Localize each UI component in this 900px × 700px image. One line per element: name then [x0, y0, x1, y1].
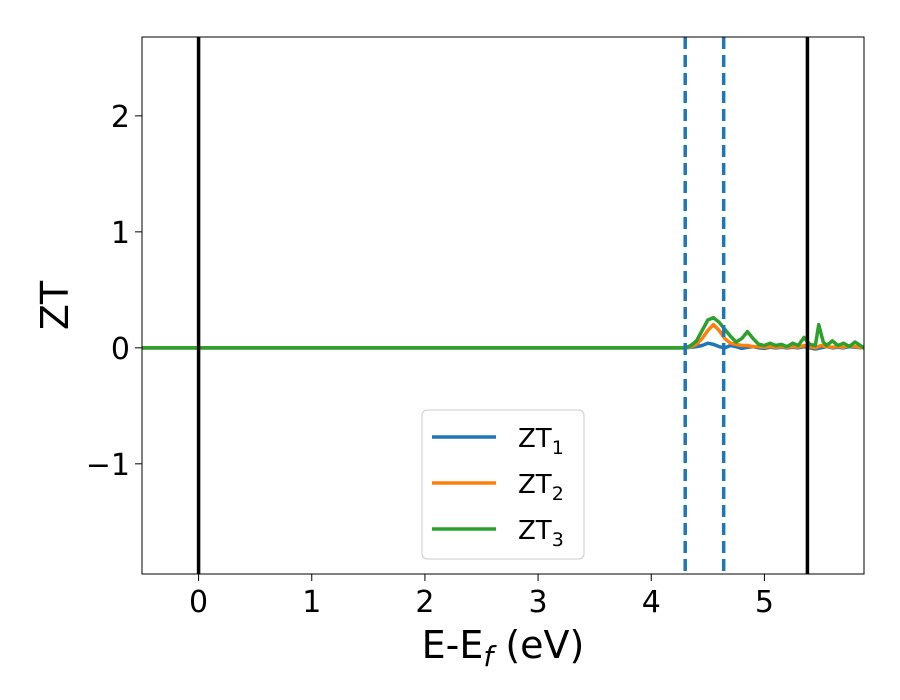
y-axis-label: ZT	[33, 280, 77, 330]
series-line-zt3	[142, 315, 864, 350]
plot-area	[142, 37, 864, 574]
x-tick-label: 1	[302, 585, 321, 620]
x-tick-label: 4	[642, 585, 661, 620]
legend-label-sub: 3	[552, 529, 564, 551]
x-tick-label: 3	[529, 585, 548, 620]
y-tick-label: 0	[111, 332, 130, 367]
legend-label-zt3: ZT3	[518, 516, 564, 551]
plot-content	[142, 37, 864, 574]
legend-label-name: ZT	[518, 470, 552, 500]
legend-label-zt1: ZT1	[518, 424, 564, 459]
series-line-zt2	[142, 322, 864, 350]
x-tick-label: 5	[755, 585, 774, 620]
x-axis-label: E-Ef (eV)	[422, 623, 585, 673]
x-axis-label-unit: (eV)	[493, 623, 584, 667]
legend-label-zt2: ZT2	[518, 470, 564, 505]
x-axis-label-main: E-E	[422, 623, 484, 667]
legend-box	[421, 409, 585, 560]
y-tick-label: −1	[86, 448, 130, 483]
legend-label-name: ZT	[518, 516, 552, 546]
x-tick-label: 0	[189, 585, 208, 620]
y-tick-label: 2	[111, 100, 130, 135]
legend-label-sub: 2	[552, 483, 564, 505]
legend-label-sub: 1	[552, 437, 564, 459]
y-tick-label: 1	[111, 216, 130, 251]
axes-frame	[141, 36, 865, 575]
x-tick-label: 2	[415, 585, 434, 620]
legend-label-name: ZT	[518, 424, 552, 454]
